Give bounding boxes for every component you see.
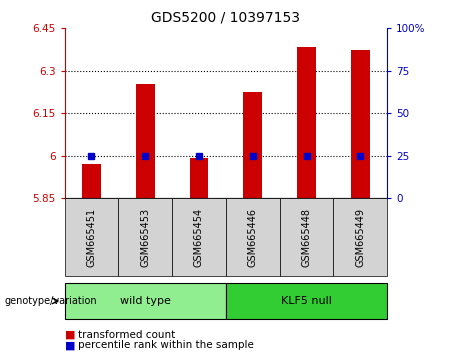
Bar [243, 92, 262, 198]
Bar [226, 198, 280, 276]
Bar [65, 283, 226, 319]
Text: KLF5 null: KLF5 null [281, 296, 332, 306]
Text: GSM665453: GSM665453 [140, 207, 150, 267]
Text: transformed count: transformed count [78, 330, 176, 339]
Bar [226, 283, 387, 319]
Bar [189, 158, 208, 198]
Bar [172, 198, 226, 276]
Text: GSM665446: GSM665446 [248, 208, 258, 267]
Bar [333, 198, 387, 276]
Text: ■: ■ [65, 330, 75, 339]
Bar [351, 50, 370, 198]
Text: ■: ■ [65, 340, 75, 350]
Bar [65, 198, 118, 276]
Text: percentile rank within the sample: percentile rank within the sample [78, 340, 254, 350]
Bar [297, 47, 316, 198]
Bar [118, 198, 172, 276]
Text: GSM665448: GSM665448 [301, 208, 312, 267]
Text: GSM665454: GSM665454 [194, 207, 204, 267]
Bar [136, 84, 154, 198]
Bar [280, 198, 333, 276]
Text: genotype/variation: genotype/variation [5, 296, 97, 306]
Text: GSM665449: GSM665449 [355, 208, 366, 267]
Text: GSM665451: GSM665451 [86, 207, 96, 267]
Text: wild type: wild type [120, 296, 171, 306]
Title: GDS5200 / 10397153: GDS5200 / 10397153 [151, 10, 301, 24]
Bar [82, 164, 101, 198]
